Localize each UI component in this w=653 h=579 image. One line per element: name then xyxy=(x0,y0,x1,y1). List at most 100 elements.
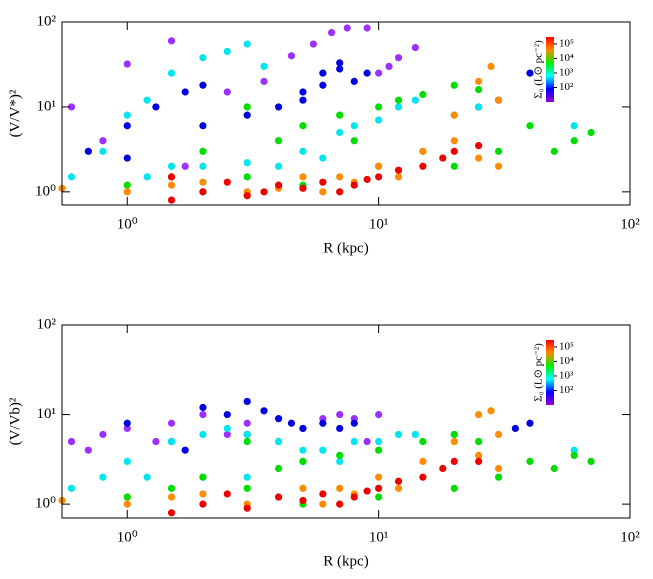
data-point xyxy=(439,464,447,473)
data-point xyxy=(84,446,92,454)
data-point xyxy=(394,166,403,174)
y-tick-label: 10² xyxy=(37,13,57,29)
data-point xyxy=(199,473,207,481)
y-tick-label: 10⁰ xyxy=(35,496,56,512)
data-point xyxy=(363,437,371,446)
data-point xyxy=(494,473,503,481)
data-point xyxy=(494,464,503,473)
data-point xyxy=(167,493,176,501)
data-point xyxy=(299,147,307,155)
data-point xyxy=(299,484,307,492)
data-point xyxy=(167,437,176,446)
data-point xyxy=(243,159,251,167)
data-point xyxy=(143,96,151,104)
data-point xyxy=(487,407,495,415)
data-point xyxy=(167,69,176,77)
data-point xyxy=(223,424,231,433)
data-point xyxy=(84,147,92,155)
data-point xyxy=(450,162,458,170)
data-point xyxy=(394,103,403,111)
data-point xyxy=(260,77,268,85)
data-point xyxy=(199,162,207,170)
data-point xyxy=(394,54,403,62)
data-point xyxy=(487,62,495,71)
data-point xyxy=(243,111,251,119)
data-point xyxy=(123,419,131,427)
data-point xyxy=(275,493,283,501)
data-point xyxy=(550,464,558,473)
data-point xyxy=(475,457,483,465)
data-point xyxy=(299,173,307,181)
data-point xyxy=(375,410,383,419)
data-point xyxy=(411,430,419,439)
data-point xyxy=(143,473,151,481)
data-point xyxy=(375,473,383,481)
data-point xyxy=(243,40,251,48)
data-point xyxy=(199,500,207,508)
data-point xyxy=(319,69,327,77)
data-point xyxy=(375,446,383,454)
colorbar-tick-label: 10³ xyxy=(559,369,574,381)
data-point xyxy=(123,493,131,501)
data-point xyxy=(363,175,371,184)
data-point xyxy=(570,137,578,145)
colorbar-tick-label: 10⁴ xyxy=(559,355,574,367)
data-point xyxy=(67,173,76,181)
data-point xyxy=(411,43,419,52)
x-tick-label: 10⁰ xyxy=(117,529,138,545)
x-tick-label: 10¹ xyxy=(369,216,389,232)
colorbar-tick-label: 10² xyxy=(559,384,574,396)
data-point xyxy=(350,181,358,189)
data-point xyxy=(336,65,344,73)
data-point xyxy=(475,103,483,111)
x-axis-label: R (kpc) xyxy=(323,240,368,256)
data-point xyxy=(475,77,483,85)
y-axis-label: (V/V*)² xyxy=(7,89,23,137)
data-point xyxy=(419,473,427,481)
data-point xyxy=(375,437,383,446)
data-point xyxy=(167,484,176,492)
data-point xyxy=(223,490,231,498)
data-point xyxy=(350,77,358,85)
data-point xyxy=(260,62,268,71)
data-point xyxy=(181,162,189,170)
data-point xyxy=(363,69,371,77)
data-point xyxy=(375,493,383,501)
data-point xyxy=(275,415,283,423)
data-point xyxy=(299,457,307,465)
data-point xyxy=(475,154,483,162)
colorbar-label: Σ₀ (L⊙ pc⁻²) xyxy=(533,40,545,99)
y-axis-label: (V/Vb)² xyxy=(7,397,23,445)
data-point xyxy=(526,457,534,465)
data-point xyxy=(375,173,383,181)
data-point xyxy=(299,122,307,130)
data-point xyxy=(475,85,483,94)
data-point xyxy=(275,181,283,189)
data-point xyxy=(299,496,307,505)
data-point xyxy=(350,419,358,427)
data-point xyxy=(450,430,458,439)
data-point xyxy=(319,500,327,508)
data-point xyxy=(394,96,403,104)
data-point xyxy=(243,437,251,446)
data-point xyxy=(299,88,307,96)
data-point xyxy=(223,47,231,56)
data-point xyxy=(123,188,131,196)
data-point xyxy=(350,122,358,130)
data-point xyxy=(363,24,371,32)
data-point xyxy=(375,162,383,170)
data-point xyxy=(450,437,458,446)
data-point xyxy=(181,88,189,96)
data-point xyxy=(328,29,336,37)
data-point xyxy=(336,59,344,67)
data-point xyxy=(167,181,176,189)
data-point xyxy=(419,147,427,155)
data-point xyxy=(243,473,251,481)
data-point xyxy=(319,81,327,89)
data-point xyxy=(199,54,207,62)
data-point xyxy=(494,162,503,170)
data-point xyxy=(411,96,419,104)
data-point xyxy=(450,111,458,119)
data-point xyxy=(167,162,176,170)
